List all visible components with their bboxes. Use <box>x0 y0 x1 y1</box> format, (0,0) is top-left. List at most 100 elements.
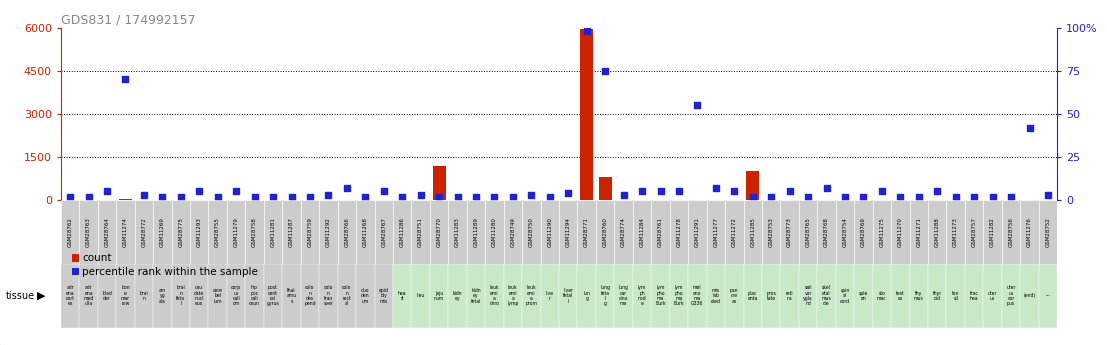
Point <box>338 185 355 191</box>
Bar <box>836 264 855 328</box>
Text: GSM11279: GSM11279 <box>234 217 239 247</box>
Bar <box>799 264 817 328</box>
Text: thyr
oid: thyr oid <box>932 290 942 301</box>
Point <box>873 189 891 194</box>
Text: thal
amu
s: thal amu s <box>287 288 297 304</box>
Bar <box>762 264 780 328</box>
Bar <box>97 200 116 264</box>
Bar <box>153 264 172 328</box>
Bar <box>746 171 759 200</box>
Text: GSM28755: GSM28755 <box>215 217 220 247</box>
Text: GSM11270: GSM11270 <box>898 217 903 247</box>
Bar <box>540 200 559 264</box>
Text: GDS831 / 174992157: GDS831 / 174992157 <box>61 13 196 27</box>
Text: GSM28766: GSM28766 <box>344 217 350 247</box>
Point <box>265 194 282 199</box>
Bar <box>116 264 135 328</box>
Text: GSM11274: GSM11274 <box>123 217 128 247</box>
Text: GSM11280: GSM11280 <box>492 217 497 247</box>
Point <box>836 194 853 199</box>
Text: GSM28765: GSM28765 <box>806 217 810 247</box>
Bar <box>928 264 946 328</box>
Text: GSM11286: GSM11286 <box>400 217 405 247</box>
Text: bon
e
mar
row: bon e mar row <box>121 285 130 306</box>
Bar <box>965 264 983 328</box>
Text: colo
n
rect
al: colo n rect al <box>342 285 352 306</box>
Text: ▶: ▶ <box>37 291 45 301</box>
Text: GSM11287: GSM11287 <box>289 217 294 247</box>
Point <box>190 189 208 194</box>
Text: GSM28751: GSM28751 <box>418 217 423 247</box>
Bar <box>614 200 633 264</box>
Text: uter
us
cor
pus: uter us cor pus <box>1006 285 1016 306</box>
Point <box>965 194 983 199</box>
Text: GSM11276: GSM11276 <box>1027 217 1032 247</box>
Bar <box>448 200 467 264</box>
Text: liver
fetal
l: liver fetal l <box>563 288 573 304</box>
Bar <box>633 264 651 328</box>
Point <box>227 189 245 194</box>
Text: GSM28763: GSM28763 <box>86 217 91 247</box>
Point <box>652 189 670 194</box>
Text: pros
tate: pros tate <box>766 290 776 301</box>
Bar <box>651 264 670 328</box>
Text: sali
var
ygla
nd: sali var ygla nd <box>804 285 813 306</box>
Bar <box>762 200 780 264</box>
Text: adr
ena
cort
ex: adr ena cort ex <box>65 285 74 306</box>
Text: GSM11284: GSM11284 <box>640 217 644 247</box>
Text: sto
mac: sto mac <box>877 290 887 301</box>
Point <box>578 28 596 34</box>
Bar <box>946 200 965 264</box>
Bar <box>504 200 523 264</box>
Bar <box>523 200 540 264</box>
Bar <box>1021 264 1038 328</box>
Point <box>320 192 338 198</box>
Bar <box>599 177 611 200</box>
Bar <box>614 264 633 328</box>
Text: GSM11271: GSM11271 <box>917 217 921 247</box>
Text: lung
car
cino
ma: lung car cino ma <box>619 285 629 306</box>
Text: leuk
emi
a
lymp: leuk emi a lymp <box>507 285 518 306</box>
Bar <box>430 264 448 328</box>
Bar <box>80 264 97 328</box>
Bar <box>135 264 153 328</box>
Text: blad
der: blad der <box>102 290 112 301</box>
Text: cere
bel
lum: cere bel lum <box>213 288 223 304</box>
Point <box>135 192 153 198</box>
Bar <box>61 264 80 328</box>
Point <box>799 194 817 199</box>
Bar <box>190 200 208 264</box>
Point <box>504 194 521 199</box>
Point <box>1021 125 1038 130</box>
Bar <box>689 264 706 328</box>
Text: GSM28772: GSM28772 <box>142 217 146 247</box>
Bar <box>855 264 872 328</box>
Point <box>61 194 79 199</box>
Bar <box>393 200 412 264</box>
Text: lym
pho
ma
Burk: lym pho ma Burk <box>655 285 665 306</box>
Bar <box>799 200 817 264</box>
Bar <box>965 200 983 264</box>
Bar <box>780 200 799 264</box>
Text: GSM28750: GSM28750 <box>529 217 534 247</box>
Point <box>209 194 227 199</box>
Point <box>375 189 393 194</box>
Bar <box>910 264 928 328</box>
Text: live
r: live r <box>546 290 554 301</box>
Text: GSM28757: GSM28757 <box>972 217 976 247</box>
Bar <box>172 200 190 264</box>
Bar <box>744 264 762 328</box>
Bar <box>596 200 614 264</box>
Bar <box>1038 264 1057 328</box>
Text: kidn
ey
fetal: kidn ey fetal <box>470 288 482 304</box>
Text: GSM28759: GSM28759 <box>308 217 312 247</box>
Bar <box>338 200 356 264</box>
Bar <box>356 264 374 328</box>
Point <box>99 189 116 194</box>
Text: sple
en: sple en <box>859 290 868 301</box>
Bar <box>1002 264 1021 328</box>
Bar <box>651 200 670 264</box>
Point <box>597 68 614 73</box>
Point <box>891 194 909 199</box>
Text: tissue: tissue <box>6 291 34 301</box>
